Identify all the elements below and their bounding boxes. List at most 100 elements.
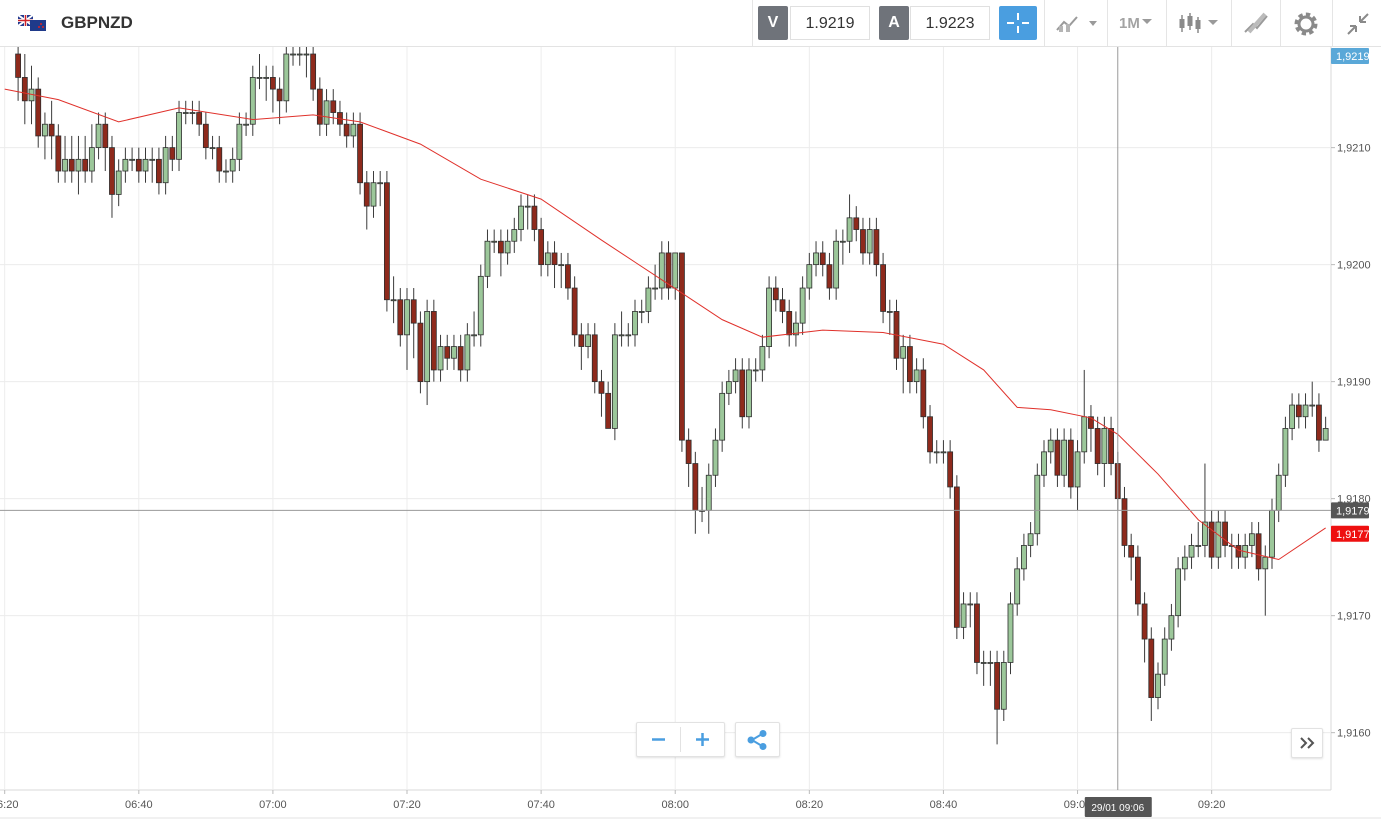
candle-body xyxy=(243,123,249,126)
candle-body xyxy=(102,123,109,149)
candle-type-button[interactable] xyxy=(1178,11,1224,35)
candle-body xyxy=(692,463,699,511)
candle-body xyxy=(1027,533,1034,546)
y-tick-label: 1,9160 xyxy=(1337,728,1371,740)
collapse-button[interactable] xyxy=(1345,11,1371,37)
candle-body xyxy=(772,287,779,301)
candle-body xyxy=(1161,638,1168,675)
draw-tools-button[interactable] xyxy=(1243,11,1269,35)
candle-body xyxy=(819,252,826,266)
candle-body xyxy=(1282,428,1289,476)
candle-body xyxy=(524,205,531,208)
candle-body xyxy=(330,100,337,113)
separator xyxy=(1280,0,1281,46)
candle-body xyxy=(625,334,632,337)
candle-body xyxy=(176,112,182,160)
candle-body xyxy=(618,334,625,337)
candle-body xyxy=(719,392,726,441)
candle-body xyxy=(1235,545,1242,558)
candle-body xyxy=(1316,404,1322,441)
candle-body xyxy=(980,662,987,664)
zoom-icons xyxy=(652,727,709,752)
crosshair-button[interactable] xyxy=(999,6,1037,40)
y-tick-label: 1,9210 xyxy=(1337,143,1371,155)
chart-type-button[interactable] xyxy=(1055,12,1101,34)
axes: 1,91601,91701,91801,91901,92001,921006:2… xyxy=(0,48,1371,817)
candle-body xyxy=(350,123,357,137)
candle-body xyxy=(491,240,498,243)
candle-body xyxy=(591,334,598,383)
candle-body xyxy=(457,346,464,371)
scroll-icon xyxy=(1300,737,1315,749)
candle-body xyxy=(853,217,860,230)
candle-body xyxy=(967,603,974,606)
candle-body xyxy=(873,229,880,266)
candle-body xyxy=(652,287,659,290)
candle-body xyxy=(886,311,893,313)
candle-body xyxy=(162,147,169,184)
candle-body xyxy=(417,322,424,383)
candle-body xyxy=(484,240,491,277)
zoom-in-button[interactable] xyxy=(696,733,709,746)
candle-body xyxy=(196,112,203,125)
candle-body xyxy=(1269,509,1275,558)
candle-body xyxy=(518,205,524,230)
candle-body xyxy=(846,217,853,242)
candle-body xyxy=(1088,416,1094,429)
price-badge-label: 1,9179 xyxy=(1336,505,1370,517)
settings-button[interactable] xyxy=(1292,10,1320,38)
x-tick-label: 08:20 xyxy=(796,799,824,811)
candle-body xyxy=(276,88,283,102)
timeframe: 1M xyxy=(1119,15,1140,32)
candle-body xyxy=(806,264,813,289)
candle-body xyxy=(296,53,303,56)
price-badge-label: 1,9177 xyxy=(1336,529,1370,541)
symbol[interactable]: GBPNZD xyxy=(61,13,133,32)
ask-price[interactable]: 1.9223 xyxy=(910,6,990,40)
candle-body xyxy=(793,322,799,336)
candle-body xyxy=(229,158,236,172)
candle-body xyxy=(565,264,571,289)
zoom-controls xyxy=(636,722,725,757)
bid-label[interactable]: V xyxy=(758,6,788,40)
candle-body xyxy=(511,229,518,242)
candle-body xyxy=(451,346,457,359)
share-button[interactable] xyxy=(735,722,780,757)
candle-body xyxy=(1155,673,1161,698)
candle-body xyxy=(323,100,330,125)
grid xyxy=(0,47,1331,790)
candle-body xyxy=(839,240,846,243)
candle-body xyxy=(558,264,565,267)
candle-body xyxy=(404,299,410,336)
candle-body xyxy=(672,252,679,289)
candle-body xyxy=(1222,521,1228,546)
scroll-end-button[interactable] xyxy=(1291,728,1323,758)
candle-body xyxy=(632,311,638,336)
candle-body xyxy=(1255,533,1262,570)
candle-body xyxy=(907,346,913,383)
candle-body xyxy=(1302,404,1309,418)
candle-body xyxy=(15,53,22,78)
flag-icon xyxy=(18,15,46,31)
candle-body xyxy=(880,264,886,312)
candle-body xyxy=(464,334,471,371)
candle-body xyxy=(585,334,591,347)
candle-body xyxy=(115,170,122,195)
candle-body xyxy=(88,147,95,172)
candle-body xyxy=(156,158,162,184)
candle-body xyxy=(223,170,229,173)
bid-price[interactable]: 1.9219 xyxy=(790,6,870,40)
candle-body xyxy=(135,158,142,172)
candle-body xyxy=(1108,428,1114,464)
candle-body xyxy=(129,158,135,161)
candle-body xyxy=(658,252,665,289)
candle-body xyxy=(1000,662,1007,710)
timeframe-button[interactable]: 1M xyxy=(1119,15,1140,32)
ask-label[interactable]: A xyxy=(879,6,909,40)
candle-body xyxy=(947,451,954,488)
share-icon xyxy=(747,730,767,750)
candle-body xyxy=(1148,638,1155,698)
candle-body xyxy=(182,112,189,114)
candle-body xyxy=(638,311,645,313)
